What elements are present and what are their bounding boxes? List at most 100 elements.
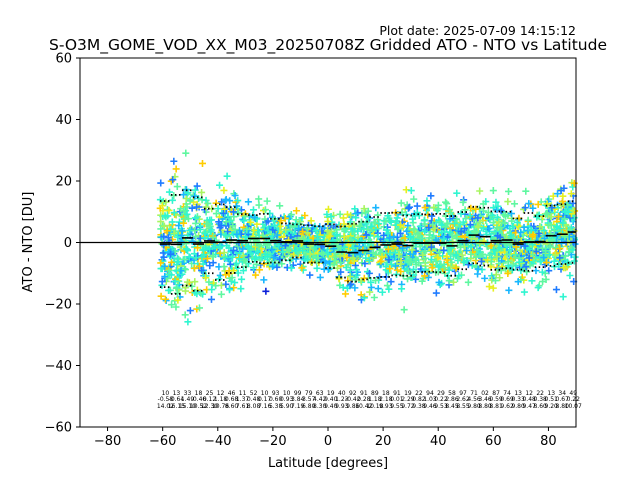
data-point bbox=[569, 246, 577, 254]
bin-count-label: 58 bbox=[448, 390, 456, 397]
bin-count-label: 19 bbox=[327, 390, 335, 397]
data-point bbox=[467, 235, 475, 243]
data-point bbox=[542, 259, 550, 267]
data-point bbox=[481, 274, 489, 282]
bin-count-label: 89 bbox=[371, 390, 379, 397]
data-point bbox=[479, 224, 487, 232]
data-point bbox=[474, 214, 482, 222]
data-point bbox=[480, 237, 488, 245]
data-point bbox=[271, 222, 279, 230]
bin-mean-label: 1.37 bbox=[236, 396, 250, 403]
data-point bbox=[194, 244, 202, 252]
bin-mean-label: 4.42 bbox=[313, 396, 327, 403]
bin-count-label: 91 bbox=[360, 390, 368, 397]
data-point bbox=[212, 282, 220, 290]
data-point bbox=[298, 228, 306, 236]
data-point bbox=[385, 285, 393, 293]
data-point bbox=[373, 243, 381, 251]
data-point bbox=[222, 218, 230, 226]
data-point bbox=[181, 266, 189, 274]
bin-count-label: 99 bbox=[294, 390, 302, 397]
data-point bbox=[312, 227, 320, 235]
y-tick-label: −20 bbox=[45, 298, 72, 313]
data-point bbox=[191, 264, 199, 272]
data-point bbox=[549, 192, 557, 200]
data-point bbox=[434, 205, 442, 213]
bin-count-label: 71 bbox=[470, 390, 478, 397]
data-point bbox=[183, 203, 191, 211]
data-point bbox=[431, 224, 439, 232]
data-point bbox=[449, 238, 457, 246]
data-point bbox=[429, 220, 437, 228]
data-point bbox=[497, 224, 505, 232]
bin-mean-label: 0.01 bbox=[390, 396, 404, 403]
bin-count-label: 29 bbox=[437, 390, 445, 397]
data-point bbox=[559, 293, 567, 301]
data-point bbox=[347, 211, 355, 219]
data-point bbox=[157, 218, 165, 226]
data-point bbox=[517, 266, 525, 274]
data-point bbox=[550, 227, 558, 235]
data-point bbox=[443, 253, 451, 261]
data-point bbox=[435, 278, 443, 286]
data-point bbox=[181, 311, 189, 319]
data-point bbox=[264, 226, 272, 234]
data-point bbox=[487, 258, 495, 266]
chart-title: S-O3M_GOME_VOD_XX_M03_20250708Z Gridded … bbox=[49, 36, 607, 55]
data-point bbox=[453, 216, 461, 224]
data-point bbox=[488, 211, 496, 219]
data-point bbox=[167, 271, 175, 279]
data-point bbox=[204, 199, 212, 207]
data-point bbox=[239, 267, 247, 275]
data-point bbox=[459, 218, 467, 226]
data-point bbox=[397, 260, 405, 268]
x-axis-ticks: −80 −60 −40 −20 0 20 40 60 80 bbox=[94, 427, 557, 449]
data-point bbox=[168, 196, 176, 204]
data-point bbox=[236, 226, 244, 234]
data-point bbox=[252, 234, 260, 242]
y-tick-label: 20 bbox=[55, 175, 72, 190]
data-point bbox=[442, 212, 450, 220]
bin-std-label: 9.72 bbox=[401, 403, 415, 410]
bin-std-label: 7.19 bbox=[291, 403, 305, 410]
data-point bbox=[303, 224, 311, 232]
data-point bbox=[158, 278, 166, 286]
data-point bbox=[168, 218, 176, 226]
data-point bbox=[186, 197, 194, 205]
data-point bbox=[435, 248, 443, 256]
data-point bbox=[184, 318, 192, 326]
data-point bbox=[567, 190, 575, 198]
data-point bbox=[521, 204, 529, 212]
data-point bbox=[562, 207, 570, 215]
y-tick-label: 0 bbox=[64, 236, 72, 251]
data-point bbox=[538, 268, 546, 276]
data-point bbox=[188, 204, 196, 212]
data-point bbox=[180, 191, 188, 199]
data-point bbox=[473, 246, 481, 254]
data-point bbox=[427, 192, 435, 200]
data-point bbox=[158, 202, 166, 210]
data-point bbox=[529, 251, 537, 259]
data-point bbox=[421, 204, 429, 212]
data-point bbox=[545, 251, 553, 259]
data-point bbox=[432, 289, 440, 297]
bin-mean-label: 0.33 bbox=[511, 396, 525, 403]
data-point bbox=[214, 205, 222, 213]
bin-count-label: 49 bbox=[569, 390, 577, 397]
data-point bbox=[354, 227, 362, 235]
bin-count-label: 94 bbox=[426, 390, 434, 397]
data-point bbox=[461, 233, 469, 241]
data-point bbox=[565, 248, 573, 256]
bin-mean-label: 1.18 bbox=[368, 396, 382, 403]
data-point bbox=[367, 278, 375, 286]
data-point bbox=[276, 202, 284, 210]
data-point bbox=[288, 264, 296, 272]
bin-mean-label: -0.46 bbox=[191, 396, 207, 403]
data-point bbox=[451, 219, 459, 227]
data-point bbox=[178, 227, 186, 235]
data-point bbox=[374, 233, 382, 241]
data-point bbox=[165, 286, 173, 294]
data-point bbox=[384, 212, 392, 220]
data-point bbox=[521, 242, 529, 250]
data-point bbox=[380, 231, 388, 239]
